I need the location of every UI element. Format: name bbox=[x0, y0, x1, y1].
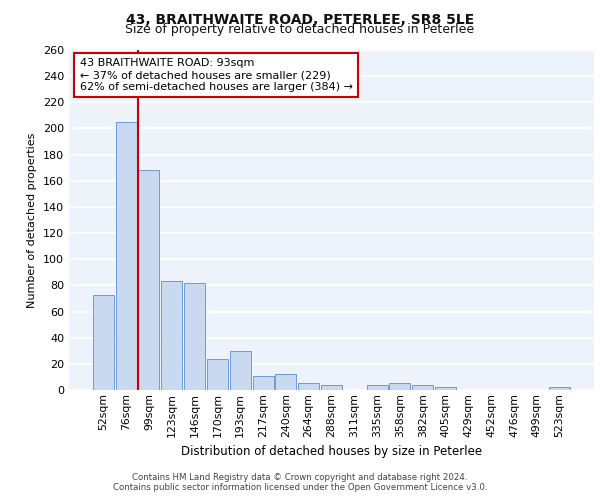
Bar bbox=[184, 283, 205, 390]
Bar bbox=[139, 170, 160, 390]
Text: Size of property relative to detached houses in Peterlee: Size of property relative to detached ho… bbox=[125, 24, 475, 36]
Bar bbox=[207, 358, 228, 390]
Bar bbox=[435, 388, 456, 390]
Bar bbox=[93, 294, 114, 390]
Text: 43, BRAITHWAITE ROAD, PETERLEE, SR8 5LE: 43, BRAITHWAITE ROAD, PETERLEE, SR8 5LE bbox=[126, 12, 474, 26]
Bar bbox=[161, 282, 182, 390]
Bar bbox=[412, 385, 433, 390]
Bar bbox=[321, 385, 342, 390]
X-axis label: Distribution of detached houses by size in Peterlee: Distribution of detached houses by size … bbox=[181, 445, 482, 458]
Text: Contains HM Land Registry data © Crown copyright and database right 2024.
Contai: Contains HM Land Registry data © Crown c… bbox=[113, 473, 487, 492]
Text: 43 BRAITHWAITE ROAD: 93sqm
← 37% of detached houses are smaller (229)
62% of sem: 43 BRAITHWAITE ROAD: 93sqm ← 37% of deta… bbox=[79, 58, 353, 92]
Bar bbox=[389, 384, 410, 390]
Bar bbox=[298, 384, 319, 390]
Bar bbox=[230, 351, 251, 390]
Y-axis label: Number of detached properties: Number of detached properties bbox=[28, 132, 37, 308]
Bar bbox=[367, 385, 388, 390]
Bar bbox=[549, 388, 570, 390]
Bar bbox=[116, 122, 137, 390]
Bar bbox=[275, 374, 296, 390]
Bar bbox=[253, 376, 274, 390]
